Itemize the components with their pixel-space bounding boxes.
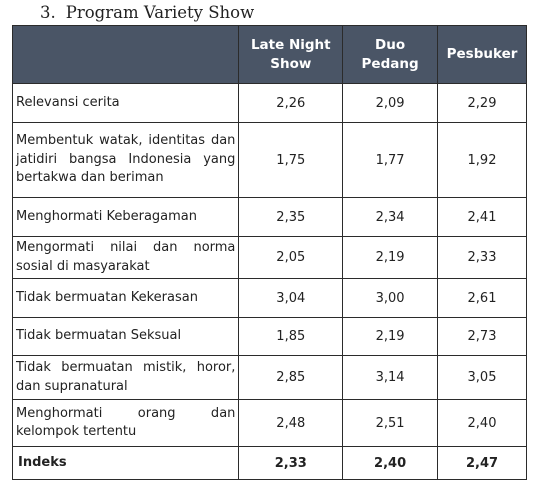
section-number: 3.: [40, 3, 56, 22]
cell-value: 2,51: [342, 399, 439, 447]
row-label: Relevansi cerita: [11, 83, 240, 123]
table-row: Menghormati Keberagaman 2,35 2,34 2,41: [11, 197, 527, 237]
row-label: Menghormati orang dan kelompok tertentu: [11, 399, 240, 447]
cell-value: 2,34: [342, 197, 439, 237]
table-total-row: Indeks 2,33 2,40 2,47: [11, 446, 527, 480]
cell-value: 2,09: [342, 83, 439, 123]
cell-value: 2,35: [238, 197, 344, 237]
header-duo-pedang: Duo Pedang: [342, 25, 439, 84]
table-row: Tidak bermuatan Kekerasan 3,04 3,00 2,61: [11, 278, 527, 318]
cell-value: 2,73: [437, 317, 527, 356]
cell-value: 2,61: [437, 278, 527, 318]
header-late-night-show: Late Night Show: [238, 25, 344, 84]
cell-value: 2,05: [238, 236, 344, 279]
total-value: 2,40: [342, 446, 439, 480]
row-label: Tidak bermuatan Kekerasan: [11, 278, 240, 318]
table-row: Mengormati nilai dan norma sosial di mas…: [11, 236, 527, 279]
row-label: Tidak bermuatan mistik, horor, dan supra…: [11, 355, 240, 400]
table-row: Membentuk watak, identitas dan jatidiri …: [11, 122, 527, 198]
header-cell-blank: [11, 25, 240, 84]
table-row: Menghormati orang dan kelompok tertentu …: [11, 399, 527, 447]
section-title: Program Variety Show: [65, 3, 255, 22]
header-pesbuker: Pesbuker: [437, 25, 527, 84]
total-value: 2,33: [238, 446, 344, 480]
cell-value: 1,85: [238, 317, 344, 356]
cell-value: 2,33: [437, 236, 527, 279]
cell-value: 1,77: [342, 122, 439, 198]
table-row: Tidak bermuatan Seksual 1,85 2,19 2,73: [11, 317, 527, 356]
cell-value: 2,41: [437, 197, 527, 237]
cell-value: 3,05: [437, 355, 527, 400]
cell-value: 2,26: [238, 83, 344, 123]
total-label: Indeks: [11, 446, 240, 480]
cell-value: 2,19: [342, 236, 439, 279]
table-row: Relevansi cerita 2,26 2,09 2,29: [11, 83, 527, 123]
total-value: 2,47: [437, 446, 527, 480]
cell-value: 2,19: [342, 317, 439, 356]
cell-value: 3,00: [342, 278, 439, 318]
cell-value: 2,40: [437, 399, 527, 447]
row-label: Tidak bermuatan Seksual: [11, 317, 240, 356]
cell-value: 1,92: [437, 122, 527, 198]
variety-show-table: Late Night Show Duo Pedang Pesbuker Rele…: [11, 25, 527, 480]
cell-value: 2,48: [238, 399, 344, 447]
table-header-row: Late Night Show Duo Pedang Pesbuker: [11, 25, 527, 84]
cell-value: 3,14: [342, 355, 439, 400]
cell-value: 1,75: [238, 122, 344, 198]
row-label: Membentuk watak, identitas dan jatidiri …: [11, 122, 240, 198]
cell-value: 2,29: [437, 83, 527, 123]
cell-value: 3,04: [238, 278, 344, 318]
row-label: Mengormati nilai dan norma sosial di mas…: [11, 236, 240, 279]
section-heading: 3. Program Variety Show: [40, 3, 254, 22]
table-row: Tidak bermuatan mistik, horor, dan supra…: [11, 355, 527, 400]
cell-value: 2,85: [238, 355, 344, 400]
row-label: Menghormati Keberagaman: [11, 197, 240, 237]
